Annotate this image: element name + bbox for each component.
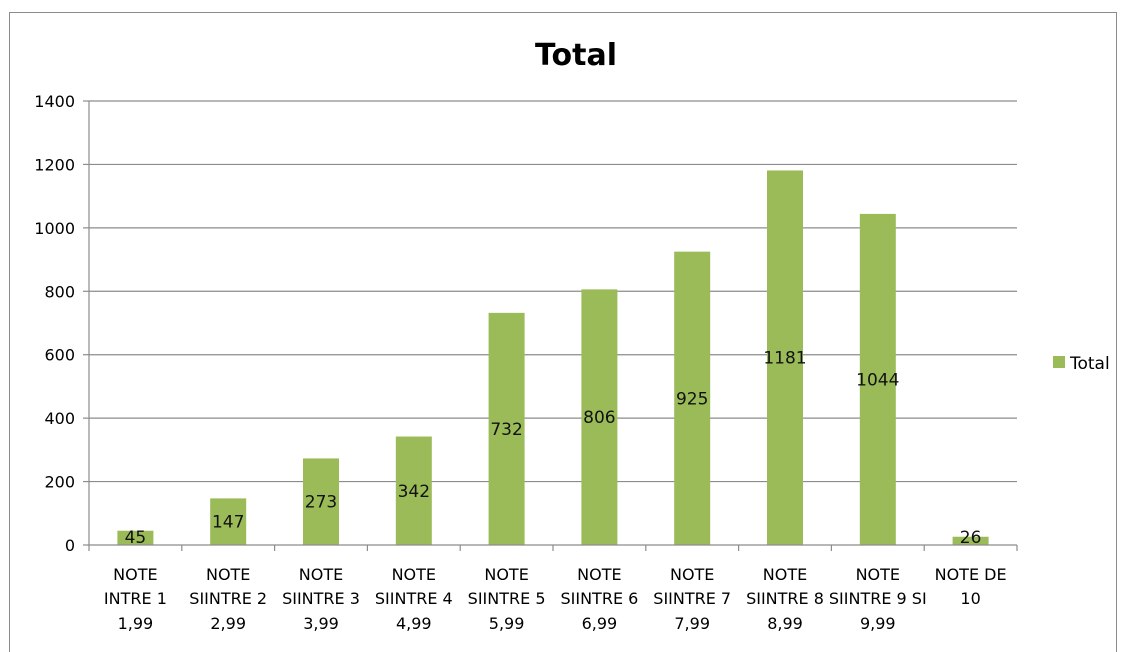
x-category-label: 3,99 (303, 614, 339, 633)
x-category-label: SIINTRE 3 (282, 589, 360, 608)
bar (581, 289, 618, 545)
y-tick-label: 1200 (34, 155, 75, 174)
x-category-label: NOTE (670, 565, 714, 584)
data-label: 342 (398, 482, 430, 502)
bars: 45 147 273 342 732 806 925 1181 1044 26 (117, 170, 989, 548)
data-label: 925 (676, 389, 708, 409)
bar (395, 436, 432, 545)
y-tick-label: 1400 (34, 92, 75, 111)
data-label: 147 (212, 513, 244, 533)
x-category-label: SIINTRE 6 (560, 589, 638, 608)
bar (117, 530, 154, 545)
x-category-label: SIINTRE 5 (468, 589, 546, 608)
y-tick-label: 0 (65, 536, 75, 555)
x-category-label: SIINTRE 8 (746, 589, 824, 608)
y-axis: 0 200 400 600 800 1000 1200 1400 (34, 92, 90, 555)
x-category-label: SIINTRE 7 (653, 589, 731, 608)
y-tick-label: 600 (44, 346, 75, 365)
x-axis: NOTE INTRE 1 1,99 NOTE SIINTRE 2 2,99 NOTE SIIN… (88, 544, 1018, 633)
bar (952, 536, 989, 545)
data-label: 273 (305, 493, 337, 513)
legend-label-total: Total (1069, 354, 1110, 374)
y-tick-label: 1000 (34, 219, 75, 238)
x-category-label: 10 (960, 589, 980, 608)
data-label: 732 (490, 420, 522, 440)
x-category-label: 5,99 (489, 614, 525, 633)
x-category-label: NOTE DE (935, 565, 1007, 584)
x-category-label: 9,99 (860, 614, 896, 633)
chart-title: Total (535, 38, 617, 73)
x-category-label: NOTE (484, 565, 528, 584)
bar (674, 251, 711, 545)
bar (210, 498, 247, 545)
x-category-label: 6,99 (582, 614, 618, 633)
bar (303, 458, 339, 545)
legend: Total (1053, 354, 1110, 374)
bar (859, 213, 896, 545)
bar (488, 312, 525, 545)
data-label: 26 (960, 528, 982, 548)
x-category-label: NOTE (392, 565, 436, 584)
y-tick-label: 200 (44, 473, 75, 492)
data-label: 45 (125, 528, 147, 548)
x-category-label: 1,99 (118, 614, 154, 633)
legend-swatch-total (1053, 356, 1065, 368)
x-category-label: SIINTRE 2 (189, 589, 267, 608)
x-category-label: 8,99 (767, 614, 803, 633)
data-label: 1044 (856, 370, 899, 390)
x-category-label: NOTE (577, 565, 621, 584)
x-category-label: 7,99 (674, 614, 710, 633)
y-tick-label: 800 (44, 282, 75, 301)
x-category-label: SIINTRE 4 (375, 589, 453, 608)
x-category-label: 2,99 (210, 614, 246, 633)
x-category-label: INTRE 1 (104, 589, 167, 608)
x-category-label: NOTE (113, 565, 157, 584)
x-category-label: NOTE (763, 565, 807, 584)
data-label: 1181 (763, 349, 806, 369)
x-category-label: 4,99 (396, 614, 432, 633)
x-category-label: NOTE (299, 565, 343, 584)
x-category-label: NOTE (856, 565, 900, 584)
y-tick-label: 400 (44, 409, 75, 428)
data-label: 806 (583, 408, 615, 428)
x-category-label: SIINTRE 9 SI (829, 589, 927, 608)
x-category-label: NOTE (206, 565, 250, 584)
bar (767, 170, 803, 545)
